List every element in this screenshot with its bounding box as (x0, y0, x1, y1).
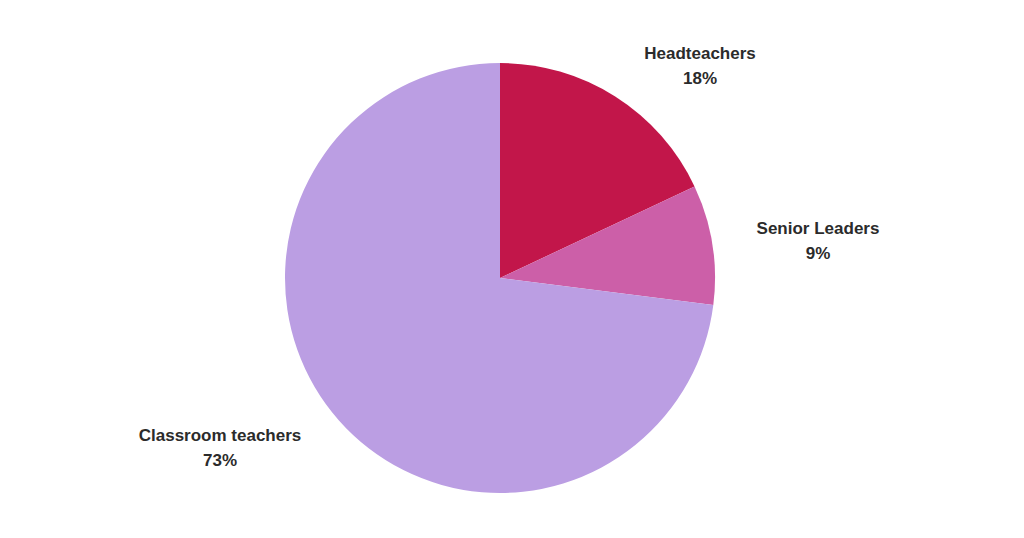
pie (285, 63, 715, 493)
value-label: 18% (683, 69, 717, 88)
chart: Headteachers 18% Senior Leaders 9% Classroom… (0, 0, 1024, 538)
value-label: 9% (806, 244, 831, 263)
pie-slice (285, 63, 713, 493)
value-label: 73% (203, 451, 237, 470)
category-label: Senior Leaders (757, 219, 880, 238)
category-label: Classroom teachers (139, 426, 302, 445)
labels: Headteachers 18% Senior Leaders 9% Classroom… (139, 44, 880, 470)
category-label: Headteachers (644, 44, 756, 63)
